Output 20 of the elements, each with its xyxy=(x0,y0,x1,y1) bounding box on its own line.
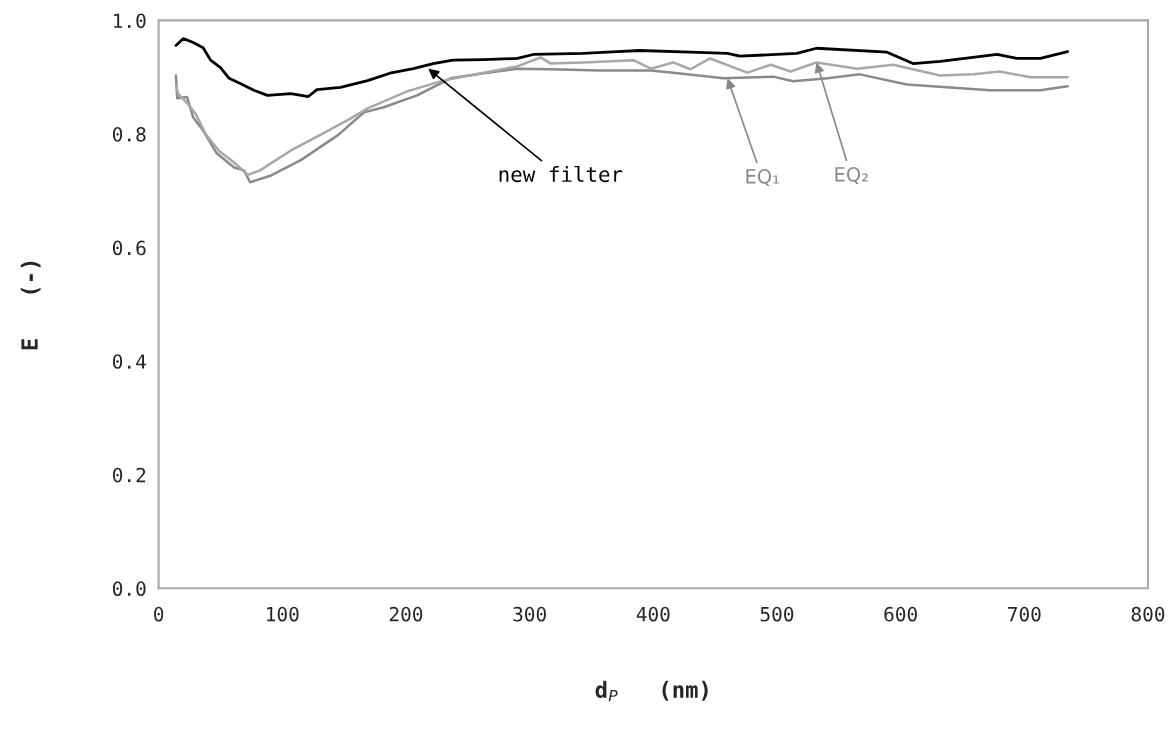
x-tick-label: 700 xyxy=(1008,606,1041,622)
x-tick-label: 400 xyxy=(636,606,670,622)
annotation: new filter xyxy=(499,165,623,183)
y-tick-label: 0.8 xyxy=(112,127,146,142)
x-tick-label: 200 xyxy=(389,606,423,622)
x-tick-label: 300 xyxy=(513,606,546,622)
annotation: EQ₁ xyxy=(746,168,779,186)
y-tick-label: 1.0 xyxy=(114,13,146,29)
x-tick-label: 0 xyxy=(154,606,164,622)
text: d$_{P}$ (nm) xyxy=(595,680,708,702)
y-tick-label: 0.0 xyxy=(112,581,146,597)
y-tick-label: 0.2 xyxy=(112,467,146,483)
x-tick-label: 800 xyxy=(1131,606,1165,622)
x-tick-label: 100 xyxy=(267,606,299,622)
y-tick-label: 0.6 xyxy=(112,240,146,256)
x-tick-label: 600 xyxy=(884,606,917,622)
y-tick-label: 0.4 xyxy=(112,354,146,369)
annotation: EQ₂ xyxy=(835,166,868,184)
x-tick-label: 500 xyxy=(760,606,794,622)
y-axis-title: E (-) xyxy=(20,261,41,350)
